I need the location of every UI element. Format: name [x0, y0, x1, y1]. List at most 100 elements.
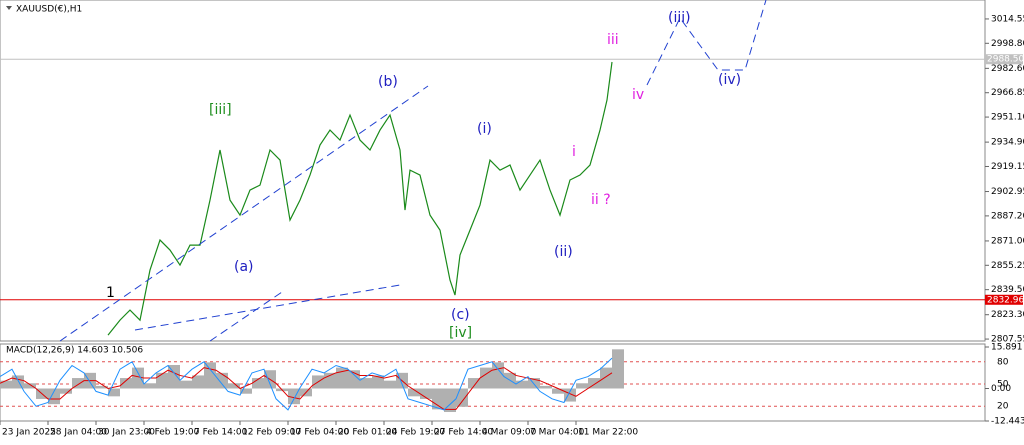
macd-bar	[540, 385, 552, 389]
macd-bar	[444, 388, 456, 413]
y-tick-label: 2966.85	[991, 88, 1024, 98]
macd-bar	[576, 383, 588, 389]
x-tick-label: 23 Jan 2025	[2, 428, 56, 438]
price-tag-label: 2832.96	[987, 295, 1024, 305]
price-tag	[985, 294, 1023, 305]
macd-bar	[204, 362, 216, 389]
y-tick-label: 2871.00	[991, 236, 1024, 246]
y-tick-label: 2839.50	[991, 285, 1024, 295]
macd-bar	[408, 388, 420, 397]
y2-tick-label: 80	[997, 357, 1009, 367]
wave-label: (ii)	[554, 244, 573, 260]
wave-label: (iv)	[718, 72, 741, 88]
macd-bar	[600, 367, 612, 389]
trend-line	[59, 85, 429, 342]
y-tick-label: 2919.15	[991, 162, 1024, 172]
y-tick-label: 0.00	[991, 384, 1011, 394]
macd-bar	[612, 349, 624, 389]
y-tick-label: 2902.95	[991, 187, 1024, 197]
macd-bar	[132, 367, 144, 389]
wave-label: ii ?	[591, 192, 611, 208]
y-tick-label: 2823.30	[991, 310, 1024, 320]
macd-bar	[60, 388, 72, 394]
macd-bar	[180, 380, 192, 389]
wave-label: 1	[106, 285, 115, 301]
x-tick-label: 24 Feb 19:00	[386, 428, 445, 438]
macd-bar	[468, 378, 480, 389]
trend-line	[134, 284, 401, 331]
x-tick-label: 30 Jan 23:00	[98, 428, 155, 438]
macd-bar	[552, 388, 564, 394]
macd-bar	[156, 372, 168, 389]
indicator-line	[0, 357, 613, 411]
trend-lines	[59, 0, 767, 342]
price-tag	[985, 54, 1023, 65]
macd-bar	[24, 383, 36, 389]
macd-bar	[372, 375, 384, 389]
macd-bar	[72, 378, 84, 389]
wave-label: (i)	[477, 121, 492, 137]
price-tag-label: 2988.50	[987, 55, 1024, 65]
macd-bar	[168, 364, 180, 389]
x-tick-label: 17 Feb 04:00	[290, 428, 349, 438]
macd-bar	[432, 388, 444, 410]
macd-bar	[120, 378, 132, 389]
wave-label: iii	[607, 32, 619, 48]
trend-line	[209, 289, 286, 342]
y-tick-label: 2934.90	[991, 138, 1024, 148]
menu-arrow	[6, 6, 12, 10]
x-tick-label: 4 Feb 19:00	[146, 428, 200, 438]
x-tick-label: 28 Jan 04:00	[50, 428, 107, 438]
macd-bar	[384, 380, 396, 389]
y-tick-label: 3014.55	[991, 14, 1024, 24]
price-line	[107, 61, 613, 336]
y-tick-label: 2951.10	[991, 113, 1024, 123]
macd-bar	[360, 378, 372, 389]
wave-label: (iii)	[668, 10, 691, 26]
macd-bar	[492, 362, 504, 389]
wave-label: (c)	[451, 307, 470, 323]
macd-bar	[228, 383, 240, 389]
y2-tick-label: 50	[997, 380, 1009, 390]
y-tick-label: 2887.20	[991, 211, 1024, 221]
y2-tick-label: 20	[997, 402, 1009, 412]
wave-label: (a)	[234, 259, 254, 275]
macd-bar	[516, 380, 528, 389]
x-tick-label: 20 Feb 01:00	[338, 428, 397, 438]
wave-label: (b)	[378, 74, 398, 90]
y-tick-label: 2998.80	[991, 39, 1024, 49]
x-tick-label: 4 Mar 09:00	[482, 428, 537, 438]
macd-bar	[420, 388, 432, 399]
x-tick-label: 12 Feb 09:00	[242, 428, 301, 438]
chart-title: XAUUSD(€),H1	[16, 5, 82, 15]
y-tick-label: 2982.60	[991, 64, 1024, 74]
indicator-line	[0, 367, 613, 410]
macd-bar	[336, 367, 348, 389]
x-tick-label: 27 Feb 14:00	[434, 428, 493, 438]
x-tick-label: 7 Feb 14:00	[194, 428, 248, 438]
macd-bar	[480, 367, 492, 389]
macd-bar	[0, 380, 12, 389]
y-tick-label: 15.891	[991, 343, 1023, 353]
macd-bar	[108, 388, 120, 397]
wave-label: [iv]	[449, 325, 472, 341]
wave-label: i	[572, 144, 576, 160]
x-tick-label: 7 Mar 04:00	[530, 428, 585, 438]
wave-label: [iii]	[209, 102, 232, 118]
macd-bar	[348, 370, 360, 389]
macd-bar	[456, 388, 468, 407]
y-tick-label: -12.443	[991, 417, 1024, 427]
macd-bar	[12, 375, 24, 389]
macd-title: MACD(12,26,9) 14.603 10.506	[6, 346, 143, 356]
wave-label: iv	[632, 87, 644, 103]
macd-bar	[252, 378, 264, 389]
macd-bar	[144, 383, 156, 389]
price-panel	[0, 0, 986, 342]
macd-bar	[48, 388, 60, 405]
macd-bar	[240, 388, 252, 394]
macd-bar	[96, 385, 108, 389]
x-tick-label: 11 Mar 22:00	[578, 428, 638, 438]
macd-bar	[588, 378, 600, 389]
